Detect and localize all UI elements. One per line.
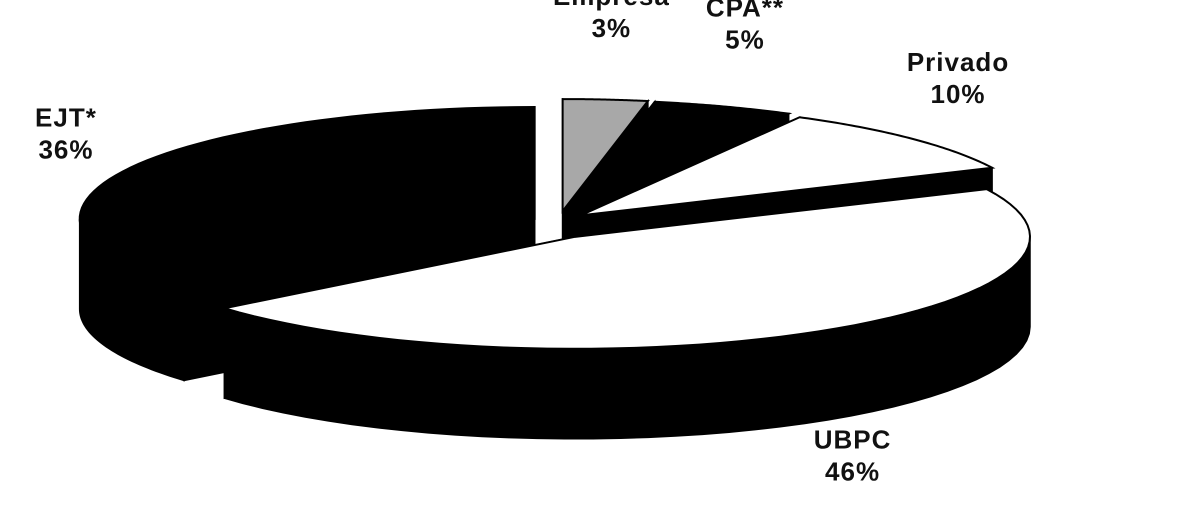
value-label: 5% [725,25,765,55]
slice [568,100,793,213]
category-label: CPA** [706,0,784,23]
category-label: EJT* [35,102,97,132]
category-label: Empresa [553,0,670,11]
category-label: UBPC [814,425,892,455]
slice [561,98,650,214]
slice [78,106,536,292]
slice [580,116,996,217]
value-label: 36% [38,134,93,164]
slice-tops [78,98,1031,350]
value-label: 10% [930,79,985,109]
slice [224,188,1031,350]
category-label: Privado [907,47,1009,77]
value-label: 46% [825,457,880,487]
value-label: 3% [592,13,632,43]
